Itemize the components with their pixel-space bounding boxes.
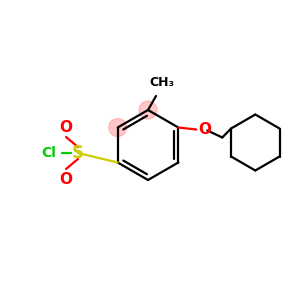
Circle shape [139,101,157,119]
Text: S: S [72,144,84,162]
Text: CH₃: CH₃ [149,76,175,89]
Text: O: O [59,119,73,134]
Text: Cl: Cl [42,146,56,160]
Text: O: O [198,122,211,137]
Text: O: O [59,172,73,187]
Circle shape [109,118,127,136]
